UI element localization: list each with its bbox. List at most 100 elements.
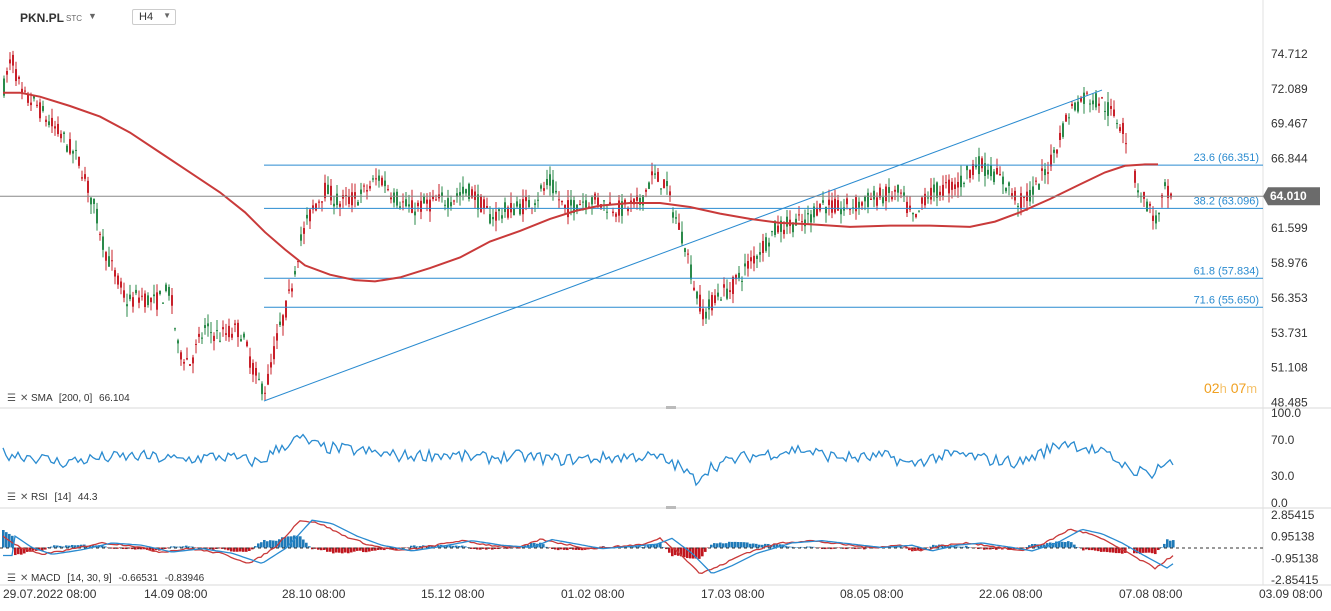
panel-resize-handle[interactable] bbox=[666, 406, 676, 409]
macd-histogram-bar bbox=[860, 547, 863, 549]
settings-icon[interactable]: ☰ bbox=[7, 492, 16, 503]
macd-histogram-bar bbox=[1076, 546, 1079, 548]
candle-body bbox=[942, 184, 944, 197]
macd-histogram-bar bbox=[686, 547, 689, 559]
price-tick-label: 51.108 bbox=[1271, 361, 1308, 375]
macd-histogram-bar bbox=[14, 547, 17, 556]
macd-histogram-bar bbox=[998, 547, 1001, 549]
candle-body bbox=[930, 187, 932, 200]
chart-toolbar: PKN.PL STC ▼ H4 ▼ bbox=[0, 0, 1331, 30]
candle-body bbox=[1065, 114, 1067, 122]
svg-text:MACD [14, 30, 9]: MACD [14, 30, 9] -0.66531 -0.83946 bbox=[31, 573, 205, 584]
close-icon[interactable]: ✕ bbox=[20, 573, 28, 584]
candle-body bbox=[945, 182, 947, 184]
settings-icon[interactable]: ☰ bbox=[7, 573, 16, 584]
macd-histogram-bar bbox=[932, 544, 935, 548]
candle-body bbox=[798, 214, 800, 216]
candle-body bbox=[1017, 205, 1019, 207]
symbol-dropdown-icon[interactable]: ▼ bbox=[88, 11, 97, 21]
macd-histogram-bar bbox=[116, 547, 119, 549]
candle-body bbox=[726, 288, 728, 299]
macd-histogram-bar bbox=[743, 542, 746, 548]
time-tick-label: 22.06 08:00 bbox=[979, 587, 1043, 601]
candle-body bbox=[414, 211, 416, 216]
macd-histogram-bar bbox=[371, 547, 374, 551]
settings-icon[interactable]: ☰ bbox=[7, 393, 16, 404]
candle-body bbox=[783, 229, 785, 235]
macd-histogram-bar bbox=[1100, 547, 1103, 552]
candle-body bbox=[1170, 193, 1172, 198]
macd-histogram-bar bbox=[719, 542, 722, 548]
macd-tick-label: 0.95138 bbox=[1271, 530, 1315, 544]
candle-body bbox=[150, 297, 152, 303]
candle-body bbox=[477, 194, 479, 210]
candle-body bbox=[33, 95, 35, 99]
candle-body bbox=[99, 233, 101, 235]
macd-histogram-bar bbox=[542, 544, 545, 548]
candle-body bbox=[741, 280, 743, 282]
macd-histogram-bar bbox=[824, 547, 827, 550]
candle-body bbox=[663, 179, 665, 189]
macd-histogram-bar bbox=[341, 547, 344, 554]
symbol-name[interactable]: PKN.PL bbox=[20, 11, 65, 25]
macd-histogram-bar bbox=[236, 547, 239, 552]
macd-histogram-bar bbox=[419, 545, 422, 548]
candle-body bbox=[228, 325, 230, 338]
close-icon[interactable]: ✕ bbox=[20, 393, 28, 404]
macd-histogram-bar bbox=[548, 547, 551, 549]
macd-histogram-bar bbox=[446, 545, 449, 548]
macd-histogram-bar bbox=[704, 547, 707, 552]
candle-body bbox=[222, 327, 224, 330]
candle-body bbox=[312, 205, 314, 210]
rsi-tick-label: 0.0 bbox=[1271, 496, 1288, 510]
fibonacci-levels[interactable]: 23.6 (66.351) 38.2 (63.096) 61.8 (57.834) 7… bbox=[264, 152, 1263, 308]
macd-histogram bbox=[2, 529, 1175, 559]
candle-body bbox=[75, 149, 77, 151]
candle-body bbox=[654, 173, 656, 175]
macd-histogram-bar bbox=[896, 546, 899, 548]
candle-body bbox=[159, 290, 161, 295]
candle-body bbox=[423, 196, 425, 204]
candle-body bbox=[744, 263, 746, 267]
macd-histogram-bar bbox=[749, 543, 752, 548]
candle-body bbox=[915, 213, 917, 218]
price-tick-label: 53.731 bbox=[1271, 326, 1308, 340]
candle-body bbox=[15, 69, 17, 82]
candle-body bbox=[573, 200, 575, 214]
candle-body bbox=[1023, 196, 1025, 198]
macd-histogram-bar bbox=[926, 547, 929, 549]
macd-histogram-bar bbox=[257, 543, 260, 548]
candle-body bbox=[762, 241, 764, 253]
macd-histogram-bar bbox=[866, 547, 869, 549]
trend-line[interactable] bbox=[263, 89, 1103, 402]
candle-body bbox=[1137, 190, 1139, 193]
macd-histogram-bar bbox=[134, 547, 137, 550]
candle-body bbox=[1146, 201, 1148, 212]
macd-histogram-bar bbox=[1154, 547, 1157, 555]
candle-body bbox=[609, 202, 611, 205]
candle-body bbox=[936, 182, 938, 198]
macd-histogram-bar bbox=[56, 545, 59, 548]
candle-body bbox=[822, 200, 824, 203]
candle-body bbox=[1020, 193, 1022, 210]
price-tick-label: 66.844 bbox=[1271, 152, 1308, 166]
panel-resize-handle[interactable] bbox=[666, 506, 676, 509]
countdown-hours: 02 bbox=[1204, 380, 1220, 396]
candle-body bbox=[363, 185, 365, 187]
current-price-value: 64.010 bbox=[1270, 189, 1307, 203]
candle-body bbox=[138, 297, 140, 303]
candle-body bbox=[402, 201, 404, 203]
macd-histogram-bar bbox=[1043, 544, 1046, 548]
candle-body bbox=[792, 222, 794, 233]
macd-histogram-bar bbox=[464, 546, 467, 548]
candle-body bbox=[1071, 104, 1073, 106]
candle-body bbox=[204, 325, 206, 328]
timeframe-select[interactable]: H4 ▼ bbox=[132, 9, 176, 25]
candle-body bbox=[900, 192, 902, 194]
close-icon[interactable]: ✕ bbox=[20, 492, 28, 503]
candle-body bbox=[120, 281, 122, 288]
macd-histogram-bar bbox=[53, 545, 56, 548]
macd-histogram-bar bbox=[1112, 547, 1115, 553]
candle-body bbox=[372, 178, 374, 180]
